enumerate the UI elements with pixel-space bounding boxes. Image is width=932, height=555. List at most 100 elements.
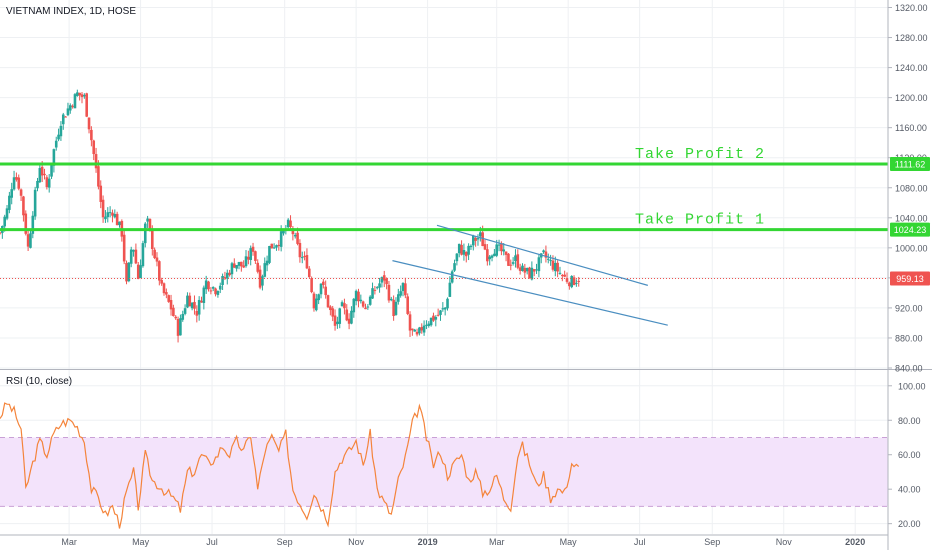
candle-up[interactable]	[68, 105, 72, 111]
candle-down[interactable]	[165, 292, 168, 295]
candle-down[interactable]	[333, 315, 337, 326]
candle-down[interactable]	[174, 316, 178, 319]
candle-up[interactable]	[315, 298, 318, 311]
candle-up[interactable]	[275, 245, 278, 248]
candle-down[interactable]	[160, 280, 163, 284]
channel-line[interactable]	[392, 260, 668, 326]
candle-up[interactable]	[118, 221, 121, 226]
candle-up[interactable]	[340, 302, 344, 307]
candle-down[interactable]	[307, 268, 311, 277]
candle-down[interactable]	[528, 267, 531, 279]
candle-down[interactable]	[364, 307, 367, 310]
candle-up[interactable]	[514, 255, 517, 262]
candle-up[interactable]	[66, 108, 70, 116]
candle-up[interactable]	[38, 168, 42, 183]
candle-down[interactable]	[15, 177, 18, 180]
candle-down[interactable]	[322, 281, 325, 286]
candle-down[interactable]	[303, 255, 306, 257]
candle-down[interactable]	[408, 314, 412, 331]
candle-up[interactable]	[54, 140, 58, 148]
candle-down[interactable]	[214, 288, 217, 295]
candle-down[interactable]	[247, 256, 250, 260]
candle-down[interactable]	[150, 229, 154, 250]
candle-down[interactable]	[518, 267, 522, 271]
candle-down[interactable]	[385, 278, 388, 285]
candle-down[interactable]	[122, 234, 126, 262]
candle-up[interactable]	[368, 296, 372, 305]
candle-up[interactable]	[129, 249, 133, 264]
candle-down[interactable]	[45, 177, 49, 188]
candle-down[interactable]	[544, 251, 548, 258]
candle-down[interactable]	[436, 314, 440, 316]
candle-down[interactable]	[516, 254, 520, 268]
candle-up[interactable]	[535, 269, 538, 271]
candle-up[interactable]	[441, 308, 445, 310]
candle-up[interactable]	[530, 267, 534, 280]
candle-up[interactable]	[143, 223, 147, 244]
candle-down[interactable]	[233, 263, 236, 268]
candle-down[interactable]	[523, 267, 527, 273]
candle-down[interactable]	[256, 262, 260, 272]
candle-up[interactable]	[179, 318, 182, 336]
candle-down[interactable]	[207, 281, 210, 290]
candle-down[interactable]	[345, 309, 349, 321]
candle-up[interactable]	[366, 306, 370, 308]
candle-up[interactable]	[265, 260, 269, 266]
candle-up[interactable]	[394, 301, 398, 315]
candle-down[interactable]	[78, 92, 81, 96]
candle-up[interactable]	[263, 263, 267, 277]
candle-down[interactable]	[92, 140, 96, 155]
candle-down[interactable]	[172, 307, 175, 317]
candle-down[interactable]	[85, 93, 88, 117]
candle-down[interactable]	[347, 318, 351, 324]
candle-down[interactable]	[115, 213, 119, 226]
candle-up[interactable]	[495, 244, 499, 256]
candle-down[interactable]	[486, 249, 489, 262]
candle-up[interactable]	[399, 291, 402, 296]
candle-up[interactable]	[83, 95, 86, 97]
candle-up[interactable]	[352, 298, 356, 313]
candle-up[interactable]	[434, 316, 438, 320]
candle-up[interactable]	[36, 180, 39, 189]
candle-down[interactable]	[289, 220, 292, 227]
candle-up[interactable]	[389, 298, 393, 301]
candle-down[interactable]	[26, 234, 30, 247]
candle-down[interactable]	[0, 232, 2, 234]
candle-down[interactable]	[561, 275, 564, 277]
candle-up[interactable]	[450, 271, 454, 283]
candle-down[interactable]	[155, 257, 159, 262]
candle-down[interactable]	[43, 173, 46, 176]
candle-down[interactable]	[90, 129, 93, 141]
candle-up[interactable]	[61, 114, 65, 125]
candle-down[interactable]	[382, 275, 386, 281]
candle-up[interactable]	[521, 265, 524, 272]
candle-up[interactable]	[230, 263, 234, 275]
candle-up[interactable]	[457, 243, 461, 254]
candle-down[interactable]	[153, 249, 156, 259]
candle-up[interactable]	[218, 285, 222, 290]
candle-up[interactable]	[413, 329, 417, 332]
candle-down[interactable]	[331, 308, 335, 317]
candle-up[interactable]	[469, 245, 473, 248]
candle-up[interactable]	[216, 290, 220, 295]
candle-down[interactable]	[406, 296, 409, 314]
candle-down[interactable]	[270, 243, 274, 249]
candle-up[interactable]	[197, 299, 201, 315]
candle-up[interactable]	[47, 178, 51, 188]
candle-up[interactable]	[502, 249, 506, 252]
candle-up[interactable]	[244, 256, 248, 267]
candle-up[interactable]	[546, 258, 550, 260]
candle-up[interactable]	[12, 177, 16, 190]
candle-down[interactable]	[568, 282, 571, 287]
candle-down[interactable]	[509, 264, 513, 266]
candle-up[interactable]	[132, 249, 135, 252]
candle-down[interactable]	[565, 278, 569, 282]
candle-up[interactable]	[76, 92, 79, 97]
overlay-layer[interactable]: Take Profit 2 Take Profit 1	[0, 146, 888, 326]
candle-up[interactable]	[476, 238, 480, 240]
candle-down[interactable]	[22, 196, 25, 216]
candle-down[interactable]	[80, 94, 84, 97]
candle-down[interactable]	[125, 262, 128, 282]
candle-down[interactable]	[373, 289, 377, 291]
channel-line[interactable]	[436, 224, 649, 286]
